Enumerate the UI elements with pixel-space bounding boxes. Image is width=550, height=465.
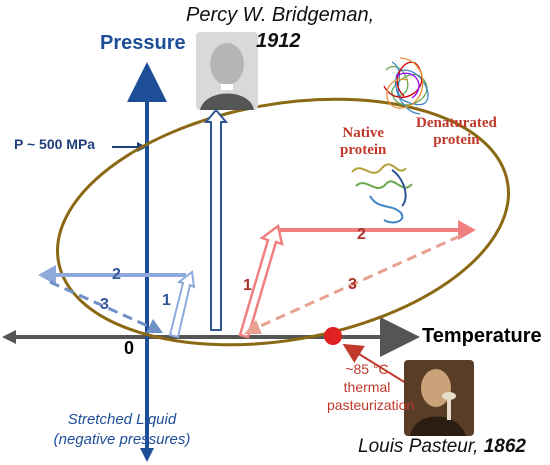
red-arrow-2-number: 2 <box>357 226 366 243</box>
temperature-axis-left-arrow-icon <box>2 330 16 344</box>
blue-arrow-3-number: 3 <box>100 296 109 313</box>
red-arrow-3-head-icon <box>244 320 262 334</box>
pressure-axis-label: Pressure <box>100 32 186 54</box>
red-arrow-3-number: 3 <box>348 276 357 293</box>
stretched-liquid-line-2: (negative pressures) <box>53 431 191 448</box>
origin-label: 0 <box>124 338 135 358</box>
red-arrow-1-number: 1 <box>243 277 252 294</box>
denatured-protein-label: Denaturated protein <box>416 115 497 149</box>
pasteur-year: 1862 <box>483 436 526 457</box>
bridgeman-name: Percy W. Bridgeman, <box>186 4 375 26</box>
pressure-axis-bottom-arrow-icon <box>140 448 154 462</box>
pasteur-name: Louis Pasteur, <box>358 436 484 457</box>
stretched-liquid-note: Stretched Liquid (negative pressures) <box>2 410 242 450</box>
pressure-value-label: P ~ 500 MPa <box>14 136 96 152</box>
bridgeman-portrait <box>196 32 258 110</box>
red-arrow-3 <box>255 234 461 330</box>
denatured-protein-line-2: protein <box>433 132 480 148</box>
pasteurization-marker <box>324 327 342 345</box>
bridgeman-year: 1912 <box>256 30 301 52</box>
pasteurization-pointer <box>342 343 415 389</box>
red-arrow-2-head-icon <box>458 220 476 240</box>
pasteurization-temp: ~85 °C <box>345 361 389 377</box>
blue-arrow-3 <box>49 280 151 329</box>
blue-arrow-1 <box>168 270 196 339</box>
pasteur-caption: Louis Pasteur, 1862 <box>358 436 526 458</box>
stretched-liquid-line-1: Stretched Liquid <box>67 411 177 428</box>
pressure-hollow-arrow <box>203 108 229 331</box>
native-protein-label: Native protein <box>340 125 386 159</box>
temperature-axis-label: Temperature <box>422 325 542 347</box>
denatured-protein-line-1: Denaturated <box>416 115 497 131</box>
blue-arrow-1-number: 1 <box>162 292 171 309</box>
pasteurization-line-3: pasteurization <box>327 397 415 413</box>
blue-arrow-2-number: 2 <box>112 266 121 283</box>
native-protein-line-1: Native <box>342 125 385 141</box>
pasteurization-line-2: thermal <box>343 379 391 395</box>
denatured-protein-icon <box>383 57 429 115</box>
pasteurization-note: ~85 °C thermal pasteurization <box>327 360 415 414</box>
blue-arrow-2-head-icon <box>38 265 56 285</box>
native-protein-line-2: protein <box>340 142 387 158</box>
blue-arrow-3-head-icon <box>146 319 163 333</box>
pasteur-portrait <box>404 360 474 436</box>
red-arrow-1 <box>238 223 284 339</box>
native-protein-icon <box>351 163 413 224</box>
stability-ellipse <box>56 97 510 347</box>
